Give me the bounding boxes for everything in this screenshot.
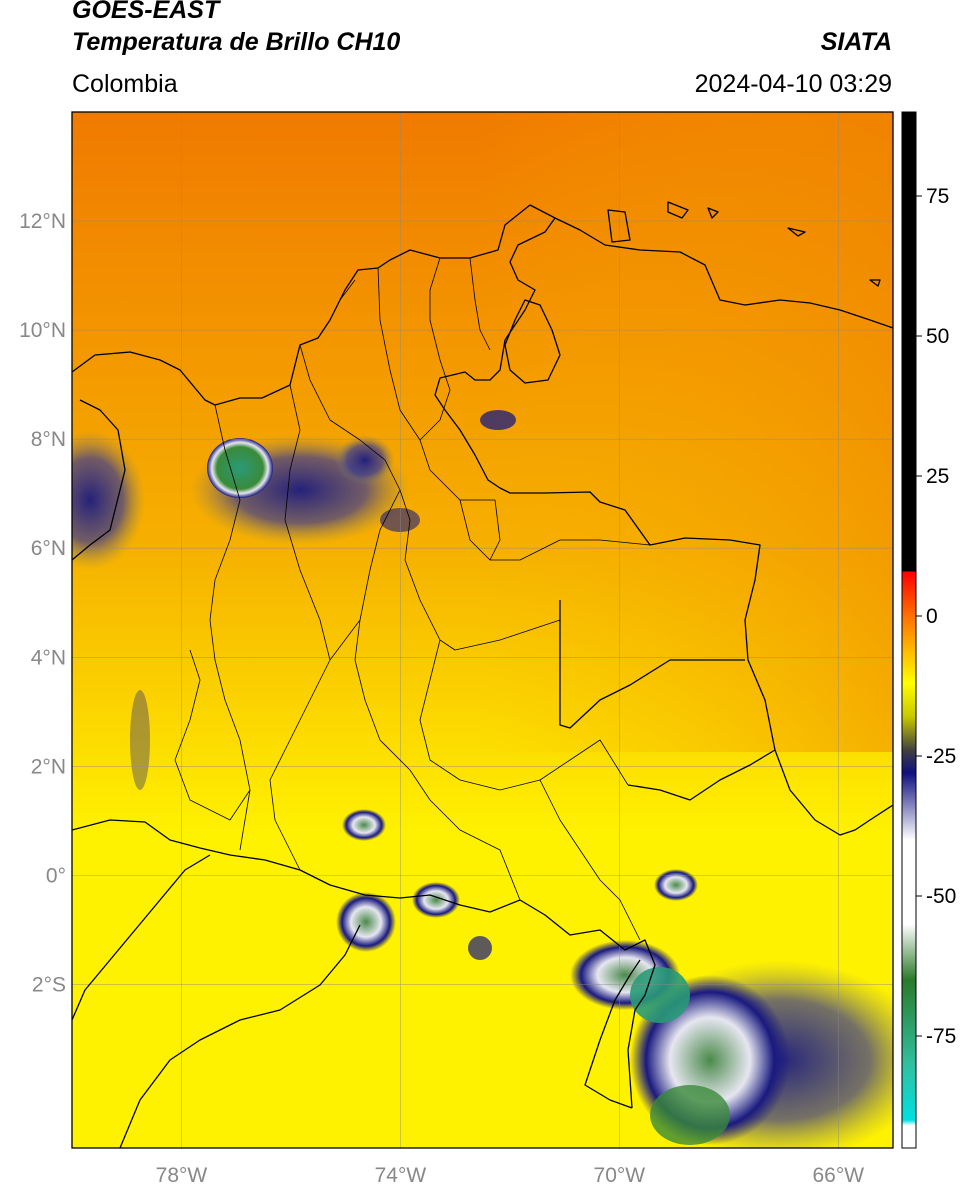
lat-tick-label: 2°N [31,755,66,778]
colorbar: 75 50 25 0 -25 -50 -75 [901,111,956,1149]
lat-tick-label: 6°N [31,537,66,560]
colorbar-tick-label: 0 [926,605,938,628]
cloud-systems [72,410,893,1148]
colombia-border [72,204,893,836]
panama-coast [72,399,126,561]
cell-vaupes [654,869,698,901]
lon-tick-label: 66°W [812,1164,864,1187]
lon-tick-label: 74°W [375,1164,427,1187]
cell-amazon-green [650,1085,730,1145]
cloud-west-coast [72,430,145,570]
cloud-catatumbo [480,410,516,430]
cell-putumayo [336,892,396,952]
cloud-pacific-streak [130,690,150,790]
maracaibo-lake [504,299,561,384]
satellite-title: GOES-EAST [72,0,220,24]
colorbar-tick-label: 75 [926,185,949,208]
lat-tick-label: 12°N [19,210,66,233]
product-title: Temperatura de Brillo CH10 [72,28,401,56]
colorbar-tick-label: -25 [926,745,956,768]
map-area [72,112,893,1148]
venezuela-brazil-border [627,749,776,801]
colorbar-bar [901,111,917,1149]
lat-tick-label: 4°N [31,646,66,669]
cloud-cordoba [335,435,395,485]
warm-east-field [480,112,893,752]
lat-tick-label: 8°N [31,428,66,451]
colorbar-tick-label: 25 [926,465,949,488]
curacao-aruba [607,201,881,287]
department-borders [174,257,651,941]
cloud-santander [380,508,420,532]
peru-brazil-border [584,959,641,1109]
storm-cell-uraba [207,438,273,498]
lat-tick-label: 2°S [32,973,66,996]
region-label: Colombia [72,70,178,98]
map-frame [71,111,894,1149]
latitude-labels: 12°N 10°N 8°N 6°N 4°N 2°N 0° 2°S [19,210,66,996]
lon-tick-label: 70°W [594,1164,646,1187]
lat-tick-label: 10°N [19,319,66,342]
venezuela-interior [559,600,745,729]
colorbar-ticks: 75 50 25 0 -25 -50 -75 [916,185,956,1048]
cell-caqueta [342,809,386,841]
colombia-south-border [72,819,656,1109]
ecuador-peru-border [119,924,361,1148]
datetime-label: 2024-04-10 03:29 [694,70,892,98]
colorbar-tick-label: -50 [926,885,956,908]
lon-tick-label: 78°W [156,1164,208,1187]
cell-putumayo-east [412,882,460,918]
lat-lon-grid [72,112,893,1148]
colorbar-tick-label: -75 [926,1025,956,1048]
colorbar-tick-label: 50 [926,325,949,348]
cell-amazon-teal [630,967,690,1023]
lat-tick-label: 0° [46,864,66,887]
agency-label: SIATA [820,28,892,56]
ecuador-coast [72,854,211,1021]
venezuela-coast [554,217,893,329]
country-borders [72,201,893,1148]
longitude-labels: 78°W 74°W 70°W 66°W [156,1164,865,1187]
cell-small [468,936,492,960]
